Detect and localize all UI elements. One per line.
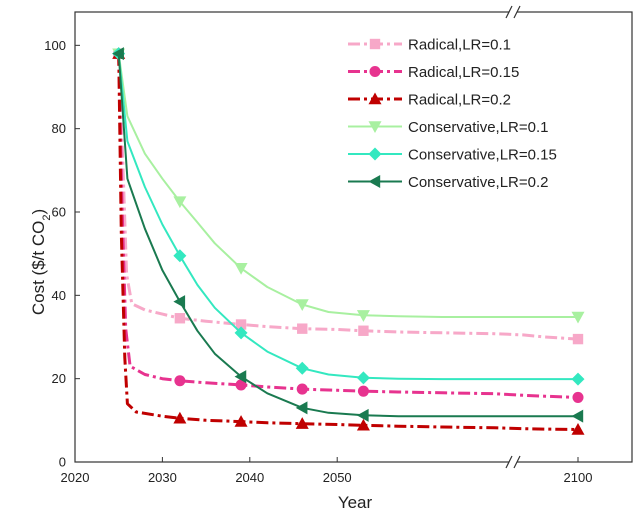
data-point (295, 401, 308, 415)
data-point (571, 423, 585, 435)
data-point (572, 391, 584, 403)
plot-area-border (74, 11, 633, 463)
axis-break-slash-bottom-2 (513, 455, 521, 469)
data-point (356, 310, 370, 322)
legend-item-1: Radical,LR=0.1 (348, 37, 511, 54)
legend-label: Radical,LR=0.2 (408, 92, 511, 109)
y-axis-title-subscript: 2 (41, 215, 53, 221)
axis-break-slash-top-2 (513, 5, 521, 19)
legend-swatch-marker (368, 175, 381, 188)
y-axis-title-end: ) (29, 209, 48, 215)
data-point (173, 249, 187, 263)
legend-label: Conservative,LR=0.2 (408, 174, 549, 191)
y-tick-label: 40 (52, 288, 66, 303)
axis-break-slash-top-1 (505, 5, 513, 19)
legend-item-2: Radical,LR=0.15 (348, 64, 519, 81)
data-point (234, 326, 248, 340)
data-point (571, 372, 585, 386)
y-tick-label: 60 (52, 205, 66, 220)
data-point (571, 409, 584, 423)
x-tick-label: 2040 (235, 470, 264, 485)
data-point (357, 385, 369, 397)
legend-item-4: Conservative,LR=0.1 (348, 119, 549, 136)
legend-item-6: Conservative,LR=0.2 (348, 174, 549, 191)
axis-break-gap-top (509, 9, 517, 15)
data-point (356, 418, 370, 431)
legend-item-5: Conservative,LR=0.15 (348, 147, 557, 164)
data-point (234, 415, 248, 427)
y-tick-label: 80 (52, 121, 66, 136)
data-point (356, 371, 370, 385)
x-tick-label: 2050 (323, 470, 352, 485)
series-line (117, 53, 579, 341)
series-3 (112, 47, 585, 435)
data-point (235, 379, 247, 391)
data-point (235, 319, 247, 330)
y-tick-label: 100 (44, 38, 66, 53)
y-axis-title-main: Cost ($/t CO (29, 221, 48, 315)
data-point (234, 263, 248, 275)
legend-label: Radical,LR=0.1 (408, 37, 511, 54)
x-tick-label: 2030 (148, 470, 177, 485)
plot-frame (74, 11, 633, 463)
y-axis-title: Cost ($/t CO2) (29, 209, 53, 315)
legend-swatch-marker (368, 121, 382, 133)
x-tick-label: 2100 (564, 470, 593, 485)
axis-break (505, 5, 521, 469)
series-line (117, 53, 578, 381)
data-point (297, 323, 308, 334)
legend-item-3: Radical,LR=0.2 (348, 92, 511, 109)
data-point (358, 325, 369, 336)
series-line (117, 53, 579, 399)
x-tick-label: 2020 (61, 470, 90, 485)
legend-swatch-marker (368, 92, 382, 105)
data-point (295, 417, 309, 429)
data-point (173, 295, 186, 309)
legend-swatch-marker (369, 65, 381, 78)
data-point (173, 196, 187, 209)
data-point (296, 383, 308, 395)
data-point (356, 408, 369, 422)
series-layer (112, 47, 585, 435)
data-point (572, 333, 584, 345)
data-point (174, 313, 186, 324)
series-line (117, 53, 578, 418)
series-6 (112, 47, 584, 423)
legend-label: Conservative,LR=0.1 (408, 119, 549, 136)
legend-label: Conservative,LR=0.15 (408, 147, 557, 164)
series-line (117, 53, 578, 318)
y-tick-label: 0 (59, 455, 66, 470)
legend: Radical,LR=0.1 Radical,LR=0.15 Radical,LR=… (348, 37, 557, 191)
axis-break-gap-bottom (509, 459, 517, 465)
legend-label: Radical,LR=0.15 (408, 64, 519, 81)
axis-break-slash-bottom-1 (505, 455, 513, 469)
data-point (295, 361, 309, 375)
data-point (295, 299, 309, 311)
data-point (234, 370, 247, 384)
series-2 (113, 48, 584, 403)
data-point (173, 411, 187, 424)
legend-swatch-marker (369, 38, 381, 50)
data-point (112, 47, 124, 61)
data-point (571, 311, 585, 324)
series-line (117, 53, 579, 431)
data-point (174, 375, 186, 387)
y-tick-label: 20 (52, 371, 66, 386)
legend-swatch-marker (368, 147, 382, 161)
x-axis-title: Year (338, 493, 373, 512)
